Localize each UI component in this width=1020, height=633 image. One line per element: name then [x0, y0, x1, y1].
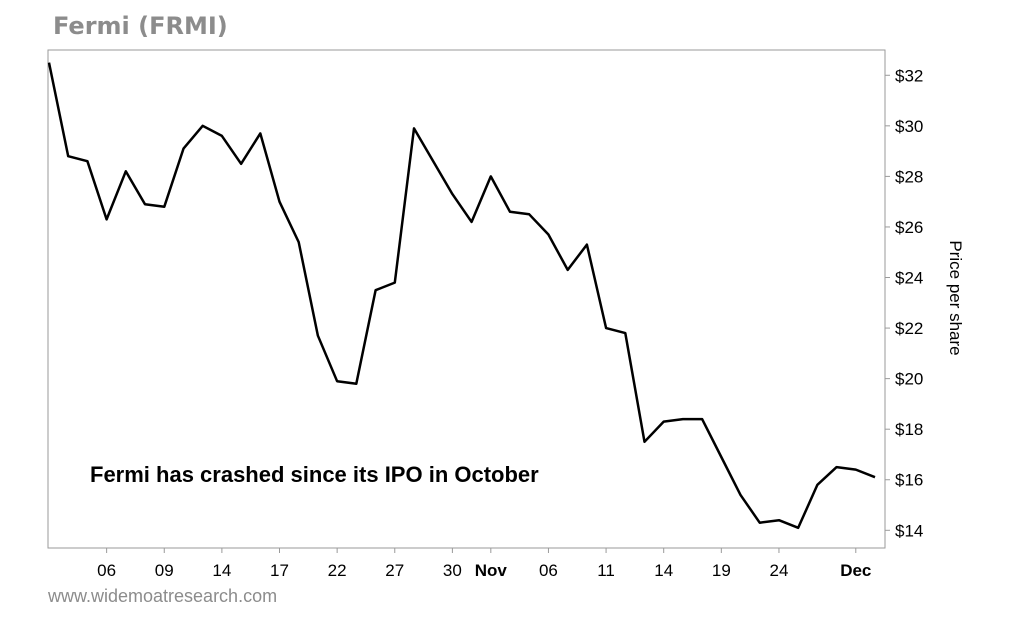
x-axis: 06 09 14 17 22 27 30 Nov 06 11 14 19 24 Dec — [97, 548, 871, 580]
x-tick-label: 22 — [328, 561, 347, 580]
y-tick-label: $14 — [895, 521, 923, 540]
y-axis-label: Price per share — [946, 240, 965, 355]
price-line — [47, 62, 876, 530]
x-tick-label: 06 — [97, 561, 116, 580]
y-tick-label: $18 — [895, 420, 923, 439]
x-tick-label: 24 — [769, 561, 788, 580]
y-tick-label: $28 — [895, 167, 923, 186]
x-tick-label: 30 — [443, 561, 462, 580]
source-credit: www.widemoatresearch.com — [48, 586, 278, 606]
x-tick-label: 06 — [539, 561, 558, 580]
x-tick-label: Nov — [475, 561, 508, 580]
x-tick-label: 14 — [212, 561, 231, 580]
plot-frame — [47, 49, 886, 549]
x-tick-label: 27 — [385, 561, 404, 580]
x-tick-label: Dec — [840, 561, 871, 580]
y-tick-label: $16 — [895, 471, 923, 490]
x-tick-label: 09 — [155, 561, 174, 580]
y-axis: $14 $16 $18 $20 $22 $24 $26 $28 $30 $32 — [885, 66, 923, 540]
y-tick-label: $30 — [895, 117, 923, 136]
x-tick-label: 17 — [270, 561, 289, 580]
x-tick-label: 11 — [597, 561, 615, 580]
chart-title: Fermi (FRMI) — [53, 12, 228, 40]
y-tick-label: $22 — [895, 319, 923, 338]
x-tick-label: 14 — [654, 561, 673, 580]
chart-annotation: Fermi has crashed since its IPO in Octob… — [90, 462, 539, 487]
y-tick-label: $24 — [895, 269, 923, 288]
y-tick-label: $20 — [895, 370, 923, 389]
y-tick-label: $32 — [895, 66, 923, 85]
y-tick-label: $26 — [895, 218, 923, 237]
x-tick-label: 19 — [712, 561, 731, 580]
